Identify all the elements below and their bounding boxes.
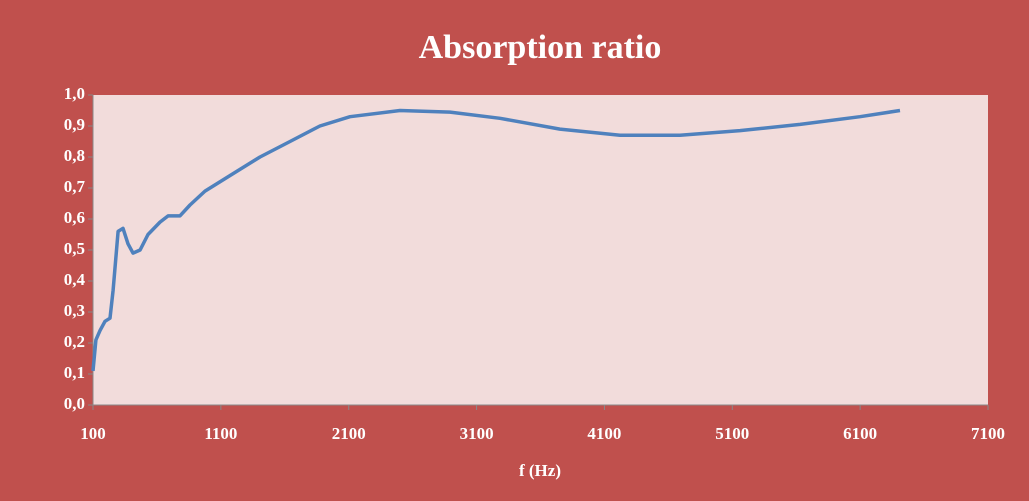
y-tick-label: 0,3	[64, 301, 85, 320]
y-tick-label: 0,1	[64, 363, 85, 382]
x-tick-label: 1100	[204, 424, 237, 443]
y-tick-label: 1,0	[64, 84, 85, 103]
x-tick-label: 5100	[715, 424, 749, 443]
y-tick-label: 0,9	[64, 115, 85, 134]
x-tick-label: 7100	[971, 424, 1005, 443]
y-tick-label: 0,2	[64, 332, 85, 351]
y-tick-label: 0,0	[64, 394, 85, 413]
plot-area	[93, 95, 988, 405]
x-tick-label: 2100	[332, 424, 366, 443]
y-tick-label: 0,8	[64, 146, 85, 165]
x-axis-label: f (Hz)	[519, 461, 561, 480]
x-tick-label: 100	[80, 424, 106, 443]
x-tick-label: 6100	[843, 424, 877, 443]
y-tick-label: 0,7	[64, 177, 86, 196]
y-tick-label: 0,5	[64, 239, 85, 258]
y-tick-label: 0,4	[64, 270, 86, 289]
y-tick-label: 0,6	[64, 208, 85, 227]
data-line	[91, 108, 901, 372]
x-tick-label: 3100	[460, 424, 494, 443]
x-tick-label: 4100	[587, 424, 621, 443]
chart-title: Absorption ratio	[419, 29, 662, 66]
